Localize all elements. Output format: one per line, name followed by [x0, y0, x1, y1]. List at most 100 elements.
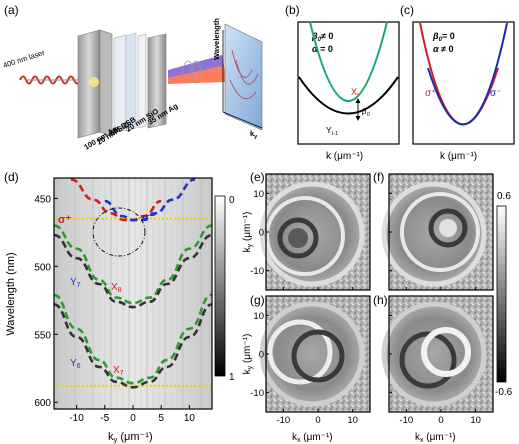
branch-label-sigma-minus: σ⁻ — [142, 212, 156, 224]
kmap-ky-label-bottom: ky (μm⁻¹) — [242, 334, 254, 375]
sio2-layer-1 — [113, 34, 127, 134]
kmap-e-inner-ring — [277, 217, 319, 259]
screen-wavelength-label: Wavelength — [212, 18, 221, 60]
kmap-2-ytick-label-2: 10 — [253, 311, 264, 322]
panel-c-curve-sigma-minus — [427, 22, 508, 126]
kmap-colorbar-bottom: -0.6 — [495, 387, 513, 398]
kmap-colorbar-top: 0.6 — [497, 191, 511, 202]
x-tick-label-4: 10 — [184, 413, 196, 424]
kmap-f-mid-ring — [400, 192, 480, 272]
panel-label-b: (b) — [285, 3, 300, 17]
y-tick-label-2: 550 — [34, 330, 51, 341]
panel-b-alpha: α = 0 — [312, 44, 333, 54]
panel-c: (c) β0= 0 α ≠ 0 σ⁺ σ⁻ k (μm⁻¹) — [400, 3, 515, 162]
emission-beam-red — [168, 66, 226, 84]
kmap-g-outer-ring — [259, 301, 365, 407]
panel-b-curve-x — [309, 21, 388, 102]
panel-b-curve-y — [298, 76, 399, 115]
screen-axis-horizontal — [222, 111, 263, 129]
y-tick-label-1: 500 — [34, 262, 51, 273]
panel-c-beta: β0= 0 — [432, 31, 455, 43]
kmap-2-xtick-label-2: 10 — [347, 415, 358, 426]
panel-label-d: (d) — [4, 170, 19, 184]
panel-label-e: (e) — [250, 170, 265, 184]
panel-h: (h) — [373, 293, 494, 413]
x-tick-label-1: -5 — [100, 413, 109, 424]
panel-b-beta-mark: β0 — [361, 107, 371, 118]
x-tick-label-2: 0 — [130, 413, 136, 424]
series-4 — [53, 293, 213, 385]
kmap-3-xtick-label-0: -10 — [399, 415, 413, 426]
kmap-ticks: -10 0 10 -10 0 10 -10 0 10 -10 0 10 — [250, 189, 481, 426]
panel-d-xlabel: ky (μm⁻¹) — [108, 431, 153, 444]
panel-b-beta: β0≠ 0 — [311, 31, 333, 43]
panel-c-frame — [412, 21, 515, 145]
series-5 — [53, 303, 213, 389]
panel-label-h: (h) — [373, 293, 388, 307]
kmap-0-ytick-label-0: -10 — [250, 266, 264, 277]
panel-b: (b) β0≠ 0 α = 0 β0 XI YI-1 k (μm⁻¹) — [285, 3, 400, 162]
branch-label-y6: Y6 — [70, 358, 81, 370]
panel-label-a: (a) — [4, 3, 19, 17]
kmap-g-mid-ring — [267, 319, 333, 385]
panel-c-sigma-minus-label: σ⁻ — [490, 88, 501, 99]
panel-d-x-ticks: -10 -5 0 5 10 — [69, 405, 195, 424]
panel-label-g: (g) — [250, 293, 265, 307]
branch-label-x7: X7 — [113, 365, 124, 377]
panel-label-c: (c) — [400, 3, 414, 17]
branch-label-y7: Y7 — [70, 277, 81, 289]
kmap-f-core — [439, 219, 457, 237]
panel-d-highlight-circle — [92, 207, 146, 257]
laser-spot — [89, 77, 99, 87]
series-2 — [53, 224, 213, 305]
laser-label: 400 nm laser — [2, 48, 46, 70]
kmap-3-xtick-label-1: 0 — [438, 415, 443, 426]
kmap-0-ytick-label-1: 0 — [259, 228, 264, 239]
screen-dispersion-curves — [229, 49, 259, 100]
panel-d-series — [53, 178, 213, 389]
emission-beam-purple — [168, 55, 224, 78]
branch-label-x8: X8 — [111, 282, 122, 294]
kmap-h-bright-ring — [421, 327, 471, 377]
ag-bottom-plate-side — [99, 29, 113, 137]
kmap-2-ytick-label-1: 0 — [259, 350, 264, 361]
panel-e: (e) — [250, 170, 371, 291]
panel-d-colorbar-top: 0 — [229, 195, 235, 206]
kmap-e-core — [288, 228, 308, 248]
panel-g: (g) — [250, 293, 371, 413]
kmap-e-mid-ring — [265, 196, 345, 276]
panel-d-colorbar — [214, 195, 226, 377]
y-tick-label-0: 450 — [34, 194, 51, 205]
kmap-2-xtick-label-0: -10 — [276, 415, 290, 426]
kmap-f-inner-ring — [428, 208, 468, 248]
panel-d-plot: -10 -5 0 5 10 450 500 550 600 — [34, 177, 213, 424]
kmap-2-xtick-label-1: 0 — [315, 415, 320, 426]
panel-d-y-ticks: 450 500 550 600 — [34, 194, 58, 409]
panel-c-xlabel: k (μm⁻¹) — [440, 151, 477, 162]
panel-b-x-label: XI — [351, 87, 359, 99]
panel-f: (f) — [373, 170, 494, 291]
ag-top-plate — [147, 33, 167, 129]
kmap-2-ytick-label-0: -10 — [250, 388, 264, 399]
panel-c-alpha: α ≠ 0 — [433, 44, 454, 54]
series-0 — [70, 178, 162, 222]
kmap-g-inner-ring — [291, 329, 345, 383]
kmap-ky-label-top: ky (μm⁻¹) — [242, 212, 254, 253]
series-1 — [104, 178, 196, 222]
panel-a: (a) 400 nm laser 100 nm Ag 20 nm SiO 6M-… — [2, 3, 263, 152]
panel-d-background — [54, 178, 212, 409]
panel-b-y-label: YI-1 — [326, 125, 338, 137]
panel-d-ylabel: Wavelength (nm) — [5, 252, 17, 335]
kmap-3-xtick-label-2: 10 — [470, 415, 481, 426]
kmap-kx-label-right: kx (μm⁻¹) — [415, 432, 456, 444]
x-tick-label-0: -10 — [69, 413, 84, 424]
panel-c-sigma-plus-label: σ⁺ — [425, 88, 436, 99]
dsb-layer — [125, 32, 137, 132]
panel-label-f: (f) — [373, 170, 384, 184]
kmap-kx-label-left: kx (μm⁻¹) — [292, 432, 333, 444]
branch-label-sigma-plus: σ⁺ — [58, 214, 72, 226]
panel-b-arrow-head-down — [355, 116, 361, 121]
panel-b-xlabel: k (μm⁻¹) — [326, 151, 363, 162]
